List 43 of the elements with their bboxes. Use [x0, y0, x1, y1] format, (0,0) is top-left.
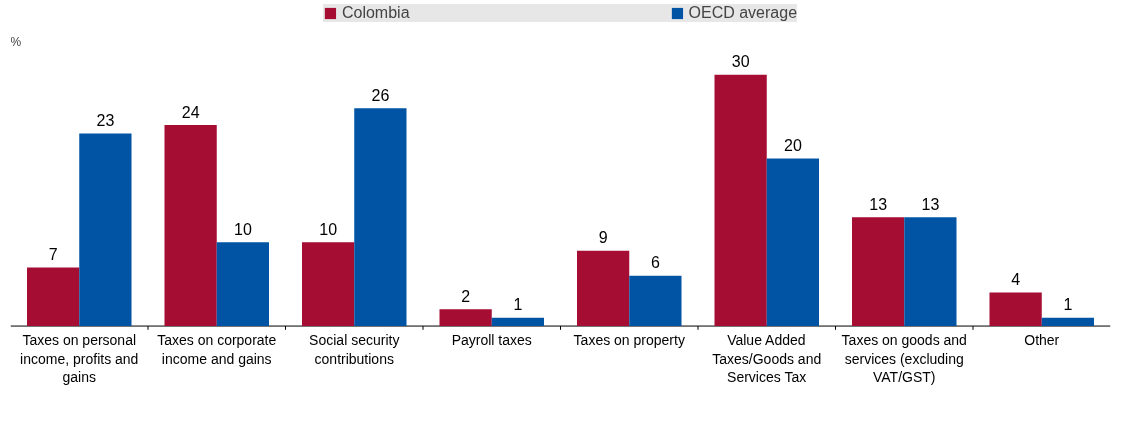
bar — [577, 250, 630, 327]
data-label: 1 — [1063, 296, 1073, 314]
data-label: 13 — [869, 195, 888, 213]
data-label: 6 — [650, 254, 660, 272]
x-tick-label: Taxes on personal income, profits and gains — [20, 332, 139, 386]
x-tick-label: Other — [1024, 332, 1060, 349]
bar — [904, 217, 957, 327]
data-label: 26 — [371, 86, 390, 104]
data-label: 9 — [598, 229, 608, 247]
bar — [1041, 317, 1094, 327]
bar — [852, 217, 905, 327]
bar — [989, 292, 1042, 327]
data-label: 10 — [233, 220, 252, 238]
data-label: 10 — [319, 220, 338, 238]
y-axis-title: % — [10, 34, 22, 49]
x-tick-label: Value Added Taxes/Goods and Services Tax — [712, 332, 822, 386]
bar — [439, 309, 492, 327]
data-label: 4 — [1011, 271, 1021, 289]
bar — [714, 74, 767, 327]
data-label: 7 — [48, 245, 58, 263]
bar — [302, 242, 355, 327]
bar — [491, 317, 544, 327]
bar — [216, 242, 269, 327]
bar — [354, 108, 407, 327]
x-tick-label: Taxes on goods and services (excluding VAT/GST) — [841, 332, 967, 386]
bar — [79, 133, 132, 327]
x-tick-label: Taxes on corporate income and gains — [157, 332, 277, 367]
x-tick-label: Taxes on property — [573, 332, 685, 349]
legend-label: Colombia — [341, 4, 410, 22]
bar — [766, 158, 819, 327]
bar — [164, 125, 217, 327]
data-label: 30 — [731, 53, 750, 71]
bar — [629, 275, 682, 327]
x-tick-label: Payroll taxes — [451, 332, 532, 349]
data-label: 1 — [513, 296, 523, 314]
bar — [27, 267, 80, 327]
legend-label: OECD average — [688, 4, 798, 22]
x-tick-label: Social security contributions — [309, 332, 400, 367]
data-label: 13 — [921, 195, 940, 213]
data-label: 20 — [783, 137, 802, 155]
data-label: 24 — [181, 103, 200, 121]
data-label: 23 — [96, 111, 115, 129]
data-label: 2 — [461, 287, 471, 305]
